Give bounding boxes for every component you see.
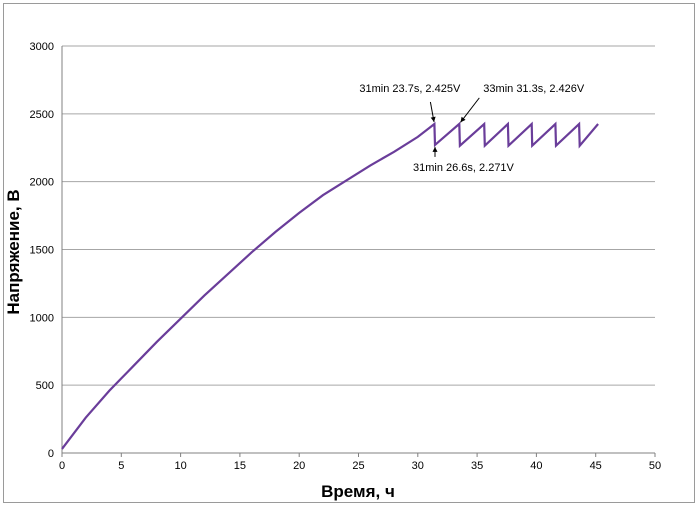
x-tick-label: 0 xyxy=(59,460,65,472)
x-tick-label: 20 xyxy=(293,460,305,472)
voltage-series-line xyxy=(61,121,599,450)
annotation-3: 31min 26.6s, 2.271V xyxy=(413,146,515,174)
x-axis-title: Время, ч xyxy=(321,482,395,501)
annotation-2: 33min 31.3s, 2.426V xyxy=(460,83,585,123)
x-tick-label: 40 xyxy=(530,460,542,472)
y-tick-label: 3000 xyxy=(30,41,54,53)
annotation-label: 31min 26.6s, 2.271V xyxy=(413,162,515,174)
annotations: 31min 23.7s, 2.425V 33min 31.3s, 2.426V 31… xyxy=(359,83,584,174)
x-tick-label: 5 xyxy=(118,460,124,472)
y-tick-labels: 0 500 1000 1500 2000 2500 3000 xyxy=(30,41,54,460)
x-tick-label: 15 xyxy=(234,460,246,472)
y-tick-label: 1000 xyxy=(30,312,54,324)
x-tick-label: 35 xyxy=(471,460,483,472)
x-tick-labels: 0 5 10 15 20 25 30 35 40 45 50 xyxy=(59,453,661,472)
x-tick-label: 30 xyxy=(412,460,424,472)
gridlines xyxy=(62,45,655,386)
y-axis-title: Напряжение, В xyxy=(4,189,23,314)
x-tick-label: 45 xyxy=(590,460,602,472)
chart-frame xyxy=(3,3,695,503)
x-tick-label: 50 xyxy=(649,460,661,472)
annotation-label: 33min 31.3s, 2.426V xyxy=(483,83,585,95)
x-tick-label: 10 xyxy=(174,460,186,472)
y-tick-label: 1500 xyxy=(30,245,54,257)
annotation-1: 31min 23.7s, 2.425V xyxy=(359,83,461,123)
annotation-label: 31min 23.7s, 2.425V xyxy=(359,83,461,95)
y-tick-label: 2500 xyxy=(30,109,54,121)
annotation-arrowhead xyxy=(430,116,436,123)
y-tick-label: 2000 xyxy=(30,177,54,189)
annotation-arrowhead xyxy=(460,116,466,123)
y-tick-label: 0 xyxy=(48,448,54,460)
x-tick-label: 25 xyxy=(352,460,364,472)
annotation-arrow-line xyxy=(460,97,480,123)
annotation-arrowhead xyxy=(432,146,438,152)
y-tick-label: 500 xyxy=(36,380,54,392)
